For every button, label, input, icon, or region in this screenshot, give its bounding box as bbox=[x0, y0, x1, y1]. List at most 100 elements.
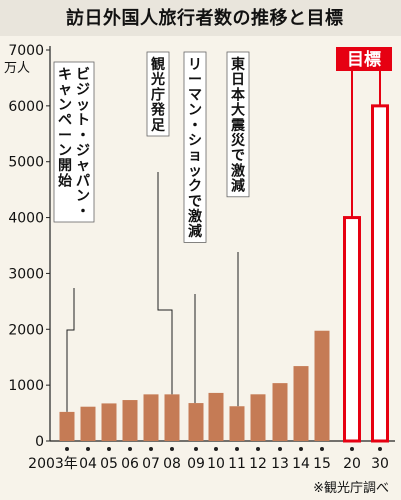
y-tick-label: 5000 bbox=[8, 155, 44, 171]
data-bar bbox=[101, 403, 117, 441]
annotation-char: キ bbox=[58, 67, 72, 83]
annotation-char: 始 bbox=[58, 172, 72, 189]
annotation-char: ー bbox=[188, 72, 202, 88]
annotation-char: 開 bbox=[58, 158, 72, 174]
annotation-char: ン bbox=[76, 189, 90, 205]
annotation-char: 減 bbox=[188, 223, 202, 240]
annotation-char: マ bbox=[188, 87, 202, 103]
x-tick-label: 30 bbox=[371, 456, 389, 472]
x-tick-label: 07 bbox=[142, 456, 160, 472]
annotation-char: 激 bbox=[231, 162, 245, 179]
annotation-char: で bbox=[188, 194, 202, 210]
x-tick-dot bbox=[350, 447, 354, 451]
annotation-box bbox=[183, 51, 207, 243]
y-tick-label: 6000 bbox=[8, 99, 44, 115]
annotation-char: ジ bbox=[76, 82, 90, 98]
annotation-char: ト bbox=[76, 113, 90, 129]
annotation-char: 光 bbox=[150, 71, 165, 88]
annotation-char: 東 bbox=[231, 56, 245, 73]
x-tick-label: 20 bbox=[343, 456, 361, 472]
annotation-char: 日 bbox=[231, 72, 245, 88]
annotation-char: ッ bbox=[76, 97, 90, 113]
y-tick-label: 2000 bbox=[8, 322, 44, 338]
annotation-box bbox=[226, 51, 250, 198]
x-tick-label: 04 bbox=[79, 456, 97, 472]
x-tick-label: 12 bbox=[249, 456, 267, 472]
data-bar bbox=[59, 411, 75, 441]
y-tick-label: 7000 bbox=[8, 43, 44, 59]
y-tick-label: 0 bbox=[35, 434, 44, 450]
annotation-box bbox=[146, 51, 170, 137]
data-bar bbox=[229, 406, 245, 441]
x-tick-dot bbox=[194, 447, 198, 451]
x-tick-dot bbox=[235, 447, 239, 451]
x-tick-dot bbox=[107, 447, 111, 451]
annotation-char: ン bbox=[188, 103, 202, 119]
x-tick-dot bbox=[299, 447, 303, 451]
x-tick-label: 10 bbox=[207, 456, 225, 472]
annotation-char: 庁 bbox=[151, 86, 165, 103]
x-tick-label: 2003年 bbox=[28, 456, 78, 472]
x-tick-label: 11 bbox=[228, 456, 246, 472]
data-bar bbox=[250, 394, 266, 441]
x-tick-dot bbox=[128, 447, 132, 451]
y-unit-label: 万人 bbox=[4, 61, 30, 76]
annotation-leader-line bbox=[66, 288, 75, 412]
annotation-char: 足 bbox=[151, 118, 166, 134]
x-tick-dot bbox=[65, 447, 69, 451]
data-bar bbox=[314, 330, 330, 441]
annotation-char: で bbox=[231, 148, 245, 164]
data-bar bbox=[143, 394, 159, 441]
y-tick-label: 1000 bbox=[8, 378, 44, 394]
data-bar bbox=[272, 383, 288, 441]
annotation-char: ・ bbox=[76, 204, 90, 220]
data-bar bbox=[122, 400, 138, 441]
x-tick-dot bbox=[320, 447, 324, 451]
target-label-box bbox=[336, 47, 392, 71]
x-tick-dot bbox=[256, 447, 260, 451]
x-tick-label: 13 bbox=[271, 456, 289, 472]
annotation-char: 本 bbox=[231, 86, 246, 103]
target-bar bbox=[371, 104, 389, 443]
data-bar bbox=[80, 406, 96, 441]
y-tick-label: 3000 bbox=[8, 266, 44, 282]
annotation-char: リ bbox=[188, 57, 202, 73]
annotation-char: ン bbox=[58, 143, 72, 159]
annotation-char: ク bbox=[188, 179, 202, 195]
target-bar bbox=[343, 216, 361, 443]
x-tick-dot bbox=[170, 447, 174, 451]
annotation-char: ビ bbox=[76, 67, 90, 83]
annotation-char: ン bbox=[58, 97, 72, 113]
annotation-char: ー bbox=[58, 128, 72, 144]
x-tick-dot bbox=[278, 447, 282, 451]
annotation-char: ャ bbox=[58, 82, 72, 98]
annotation-char: ャ bbox=[76, 158, 90, 174]
annotation-char: 激 bbox=[188, 208, 202, 225]
annotation-char: 発 bbox=[150, 102, 166, 119]
annotation-char: 減 bbox=[231, 178, 245, 195]
annotation-char: 災 bbox=[231, 133, 246, 149]
target-label: 目標 bbox=[347, 49, 381, 70]
data-bar bbox=[293, 366, 309, 441]
annotation-char: ッ bbox=[188, 163, 202, 179]
x-tick-label: 06 bbox=[121, 456, 139, 472]
x-tick-dot bbox=[214, 447, 218, 451]
annotation-char: 観 bbox=[151, 56, 165, 73]
annotation-char: ペ bbox=[58, 113, 72, 129]
annotation-char: ジ bbox=[76, 143, 90, 159]
x-tick-label: 15 bbox=[313, 456, 331, 472]
x-tick-label: 09 bbox=[187, 456, 205, 472]
annotation-box bbox=[53, 61, 95, 223]
x-tick-label: 08 bbox=[163, 456, 181, 472]
annotation-char: シ bbox=[188, 133, 202, 149]
annotation-char: 震 bbox=[230, 118, 246, 134]
x-tick-label: 05 bbox=[100, 456, 118, 472]
source-note: ※観光庁調べ bbox=[313, 481, 389, 496]
y-tick-label: 4000 bbox=[8, 211, 44, 227]
chart-title: 訪日外国人旅行者数の推移と目標 bbox=[66, 8, 344, 29]
x-tick-label: 14 bbox=[292, 456, 310, 472]
annotation-char: 大 bbox=[231, 102, 245, 119]
data-bar bbox=[188, 403, 204, 441]
annotation-char: ・ bbox=[188, 118, 202, 134]
